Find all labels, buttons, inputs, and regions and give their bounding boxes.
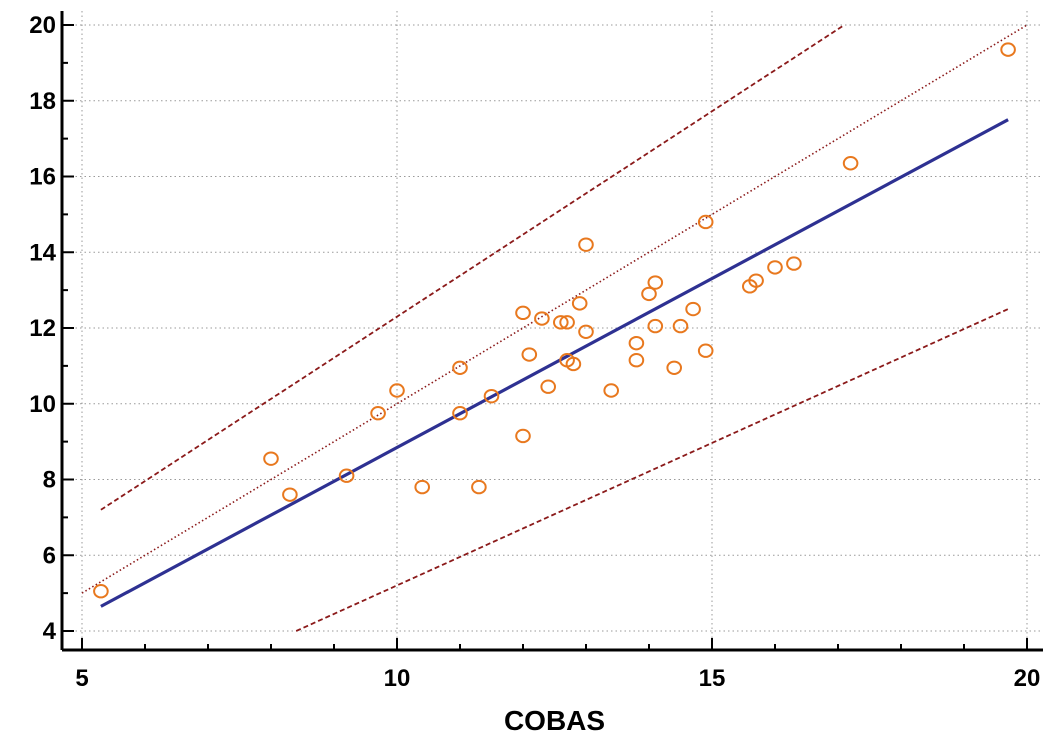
y-tick-label: 16 — [29, 164, 56, 191]
lower-limit-line — [295, 308, 1009, 632]
x-tick-label: 15 — [699, 665, 726, 692]
y-tick-label: 6 — [43, 542, 56, 569]
data-point — [603, 383, 620, 398]
data-point — [697, 343, 714, 358]
data-point — [842, 156, 859, 171]
point-layer — [93, 42, 1016, 599]
data-point — [515, 428, 531, 444]
identity-line — [81, 24, 1028, 594]
axis-layer: 4 6 8 10 12 14 16 18 20 5 10 15 20 — [29, 11, 1043, 692]
data-point — [282, 487, 298, 502]
line-layer — [81, 24, 1028, 632]
data-point — [338, 468, 355, 483]
data-point — [559, 315, 575, 330]
data-point — [370, 406, 386, 421]
y-tick-label: 4 — [43, 618, 57, 645]
data-point — [1000, 42, 1016, 57]
x-axis-title: COBAS — [504, 705, 605, 736]
grid-layer — [62, 11, 1043, 650]
data-point — [641, 286, 657, 302]
data-point — [578, 324, 594, 339]
regression-line — [100, 118, 1009, 608]
x-tick-label: 10 — [384, 665, 411, 692]
data-point — [767, 260, 783, 275]
y-tick-label: 20 — [29, 12, 56, 39]
data-point — [647, 275, 664, 290]
data-point — [672, 318, 689, 334]
data-point — [389, 383, 405, 398]
upper-limit-line — [100, 24, 845, 511]
data-point — [628, 335, 645, 351]
data-point — [483, 388, 500, 404]
data-point — [521, 347, 538, 362]
y-tick-label: 18 — [29, 88, 56, 115]
y-tick-label: 8 — [43, 467, 56, 494]
data-point — [647, 318, 664, 334]
x-tick-label: 20 — [1014, 665, 1041, 692]
data-point — [571, 296, 588, 311]
data-point — [697, 214, 714, 230]
x-tick-label: 5 — [75, 665, 88, 692]
y-tick-label: 10 — [29, 391, 56, 418]
data-point — [685, 301, 701, 317]
data-point — [263, 451, 279, 466]
data-point — [452, 406, 468, 421]
data-point — [565, 356, 582, 372]
data-point — [578, 237, 594, 252]
data-point — [748, 273, 764, 288]
data-point — [540, 379, 557, 394]
data-point — [471, 479, 487, 495]
y-tick-label: 14 — [29, 239, 56, 266]
y-tick-label: 12 — [29, 315, 56, 342]
data-point — [553, 315, 569, 330]
data-point — [414, 479, 431, 495]
data-point — [666, 360, 683, 375]
data-point — [786, 256, 802, 271]
data-point — [93, 584, 109, 599]
data-point — [515, 305, 531, 321]
data-point — [452, 360, 468, 375]
data-point — [534, 311, 550, 326]
data-point — [628, 352, 645, 368]
